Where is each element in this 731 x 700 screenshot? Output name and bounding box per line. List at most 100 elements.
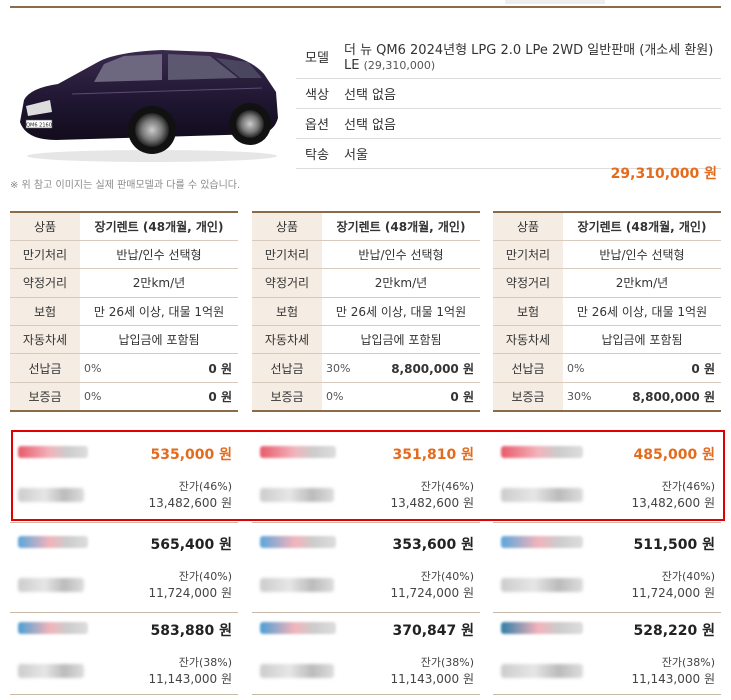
cell-divider — [10, 612, 238, 613]
deposit-percent: 30% — [563, 382, 599, 412]
residual-percent: (40%) — [681, 570, 715, 583]
option-row-product: 상품 장기렌트 (48개월, 개인) — [10, 210, 238, 241]
residual-info: 잔가(40%) 11,724,000 원 — [631, 568, 715, 602]
residual-percent: (38%) — [440, 656, 474, 669]
option-row-distance: 약정거리 2만km/년 — [252, 268, 480, 298]
monthly-price: 583,880 원 — [150, 623, 232, 639]
option-row-insurance: 보험 만 26세 이상, 대물 1억원 — [10, 297, 238, 327]
label-insurance: 보험 — [493, 297, 563, 327]
value-car_tax: 납입금에 포함됨 — [322, 325, 480, 355]
label-deposit: 보증금 — [10, 382, 80, 412]
option-row-product: 상품 장기렌트 (48개월, 개인) — [252, 210, 480, 241]
residual-info: 잔가(38%) 11,143,000 원 — [631, 654, 715, 688]
deposit-percent: 0% — [80, 382, 116, 412]
lender-name-blurred — [18, 664, 84, 678]
option-row-maturity: 만기처리 반납/인수 선택형 — [10, 240, 238, 270]
prepay-amount: 0 원 — [599, 353, 721, 383]
label-car_tax: 자동차세 — [493, 325, 563, 355]
lender-logo-blurred — [501, 446, 583, 458]
deposit-amount: 0 원 — [116, 382, 238, 412]
value-option: 선택 없음 — [338, 108, 721, 139]
model-name: 더 뉴 QM6 2024년형 LPG 2.0 LPe 2WD 일반판매 (개소세… — [338, 34, 721, 79]
value-maturity: 반납/인수 선택형 — [322, 240, 480, 270]
residual-amount: 11,724,000 원 — [631, 586, 715, 600]
value-delivery: 서울 — [338, 138, 721, 169]
residual-amount: 11,143,000 원 — [631, 672, 715, 686]
residual-info: 잔가(38%) 11,143,000 원 — [148, 654, 232, 688]
label-prepay: 선납금 — [252, 353, 322, 383]
top-divider — [10, 6, 721, 8]
quote-cell[interactable]: 353,600 원 잔가(40%) 11,724,000 원 — [252, 526, 480, 613]
cell-divider — [493, 612, 721, 613]
residual-info: 잔가(46%) 13,482,600 원 — [631, 478, 715, 512]
label-deposit: 보증금 — [252, 382, 322, 412]
monthly-price: 351,810 원 — [392, 447, 474, 463]
residual-label: 잔가 — [178, 656, 199, 669]
residual-label: 잔가 — [178, 570, 199, 583]
residual-percent: (46%) — [440, 480, 474, 493]
lender-logo-blurred — [501, 536, 583, 548]
value-product: 장기렌트 (48개월, 개인) — [80, 210, 238, 241]
lender-name-blurred — [501, 664, 583, 678]
lender-name-blurred — [18, 578, 84, 592]
option-row-deposit: 보증금 0% 0 원 — [252, 382, 480, 412]
option-row-prepay: 선납금 30% 8,800,000 원 — [252, 353, 480, 383]
label-distance: 약정거리 — [493, 268, 563, 298]
quote-cell[interactable]: 485,000 원 잔가(46%) 13,482,600 원 — [493, 436, 721, 523]
label-prepay: 선납금 — [493, 353, 563, 383]
value-color: 선택 없음 — [338, 78, 721, 109]
residual-info: 잔가(40%) 11,724,000 원 — [148, 568, 232, 602]
label-delivery: 탁송 — [296, 138, 338, 169]
value-insurance: 만 26세 이상, 대물 1억원 — [563, 297, 721, 327]
plate-text: QM6 2160 — [26, 123, 52, 129]
residual-info: 잔가(46%) 13,482,600 원 — [390, 478, 474, 512]
value-maturity: 반납/인수 선택형 — [563, 240, 721, 270]
quote-cell[interactable]: 511,500 원 잔가(40%) 11,724,000 원 — [493, 526, 721, 613]
option-row-distance: 약정거리 2만km/년 — [10, 268, 238, 298]
total-price: 29,310,000 원 — [610, 166, 717, 182]
option-row-insurance: 보험 만 26세 이상, 대물 1억원 — [493, 297, 721, 327]
label-color: 색상 — [296, 78, 338, 109]
prepay-percent: 0% — [563, 353, 599, 383]
quote-cell[interactable]: 565,400 원 잔가(40%) 11,724,000 원 — [10, 526, 238, 613]
prepay-amount: 8,800,000 원 — [358, 353, 480, 383]
option-row-maturity: 만기처리 반납/인수 선택형 — [252, 240, 480, 270]
lender-logo-blurred — [18, 536, 88, 548]
residual-label: 잔가 — [420, 570, 441, 583]
residual-label: 잔가 — [661, 480, 682, 493]
highlight-box — [11, 430, 725, 521]
label-model: 모델 — [296, 34, 338, 79]
option-table-2: 상품 장기렌트 (48개월, 개인) 만기처리 반납/인수 선택형 약정거리 2만km/년… — [252, 210, 480, 412]
monthly-price: 353,600 원 — [392, 537, 474, 553]
residual-label: 잔가 — [420, 480, 441, 493]
monthly-price: 370,847 원 — [392, 623, 474, 639]
value-distance: 2만km/년 — [322, 268, 480, 298]
option-row-car_tax: 자동차세 납입금에 포함됨 — [10, 325, 238, 355]
lender-name-blurred — [260, 664, 334, 678]
model-name-text: 더 뉴 QM6 2024년형 LPG 2.0 LPe 2WD 일반판매 (개소세… — [344, 43, 714, 73]
quote-cell[interactable]: 528,220 원 잔가(38%) 11,143,000 원 — [493, 612, 721, 696]
residual-info: 잔가(38%) 11,143,000 원 — [390, 654, 474, 688]
residual-label: 잔가 — [661, 656, 682, 669]
label-prepay: 선납금 — [10, 353, 80, 383]
option-row-car_tax: 자동차세 납입금에 포함됨 — [493, 325, 721, 355]
deposit-percent: 0% — [322, 382, 358, 412]
cell-divider — [493, 694, 721, 695]
option-row-product: 상품 장기렌트 (48개월, 개인) — [493, 210, 721, 241]
monthly-price: 535,000 원 — [150, 447, 232, 463]
value-insurance: 만 26세 이상, 대물 1억원 — [80, 297, 238, 327]
lender-name-blurred — [501, 488, 583, 502]
quote-cell[interactable]: 535,000 원 잔가(46%) 13,482,600 원 — [10, 436, 238, 523]
label-product: 상품 — [252, 210, 322, 241]
label-insurance: 보험 — [252, 297, 322, 327]
value-car_tax: 납입금에 포함됨 — [563, 325, 721, 355]
option-row-prepay: 선납금 0% 0 원 — [10, 353, 238, 383]
label-option: 옵션 — [296, 108, 338, 139]
label-deposit: 보증금 — [493, 382, 563, 412]
residual-percent: (40%) — [440, 570, 474, 583]
car-image: QM6 2160 — [20, 50, 278, 162]
residual-label: 잔가 — [661, 570, 682, 583]
